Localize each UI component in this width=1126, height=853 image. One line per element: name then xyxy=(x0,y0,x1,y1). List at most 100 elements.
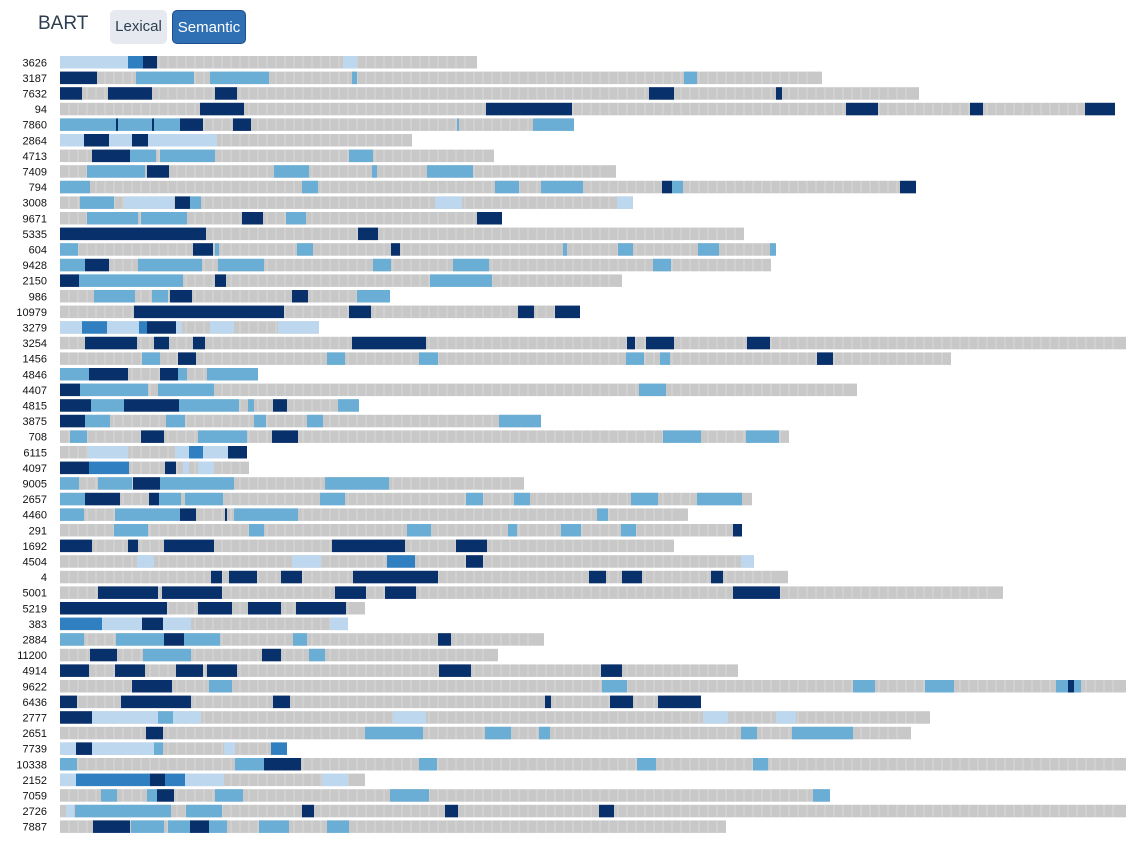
bar-segment[interactable] xyxy=(302,804,314,818)
bar-segment[interactable] xyxy=(92,742,104,755)
bar-segment[interactable] xyxy=(189,446,203,459)
bar-segment[interactable] xyxy=(164,633,184,646)
bar-segment[interactable] xyxy=(88,446,128,459)
bar-segment[interactable] xyxy=(104,742,154,755)
bar-segment[interactable] xyxy=(60,71,97,85)
bar-segment[interactable] xyxy=(132,134,148,147)
bar-segment[interactable] xyxy=(190,196,201,209)
bar-segment[interactable] xyxy=(185,773,224,787)
bar-segment[interactable] xyxy=(733,586,780,599)
bar-segment[interactable] xyxy=(160,368,178,381)
bar-segment[interactable] xyxy=(352,336,426,350)
bar-segment[interactable] xyxy=(697,492,742,506)
bar-segment[interactable] xyxy=(79,274,183,287)
bar-segment[interactable] xyxy=(352,71,357,85)
bar-segment[interactable] xyxy=(770,243,776,256)
bar-segment[interactable] xyxy=(271,742,287,755)
bar-segment[interactable] xyxy=(60,539,92,553)
bar-segment[interactable] xyxy=(273,695,290,709)
bar-segment[interactable] xyxy=(274,165,309,178)
bar-segment[interactable] xyxy=(741,555,754,568)
bar-segment[interactable] xyxy=(900,180,916,194)
bar-segment[interactable] xyxy=(349,149,373,163)
bar-segment[interactable] xyxy=(649,87,674,100)
bar-segment[interactable] xyxy=(149,492,159,506)
bar-segment[interactable] xyxy=(272,430,298,443)
bar-segment[interactable] xyxy=(166,414,185,428)
bar-segment[interactable] xyxy=(138,258,202,272)
bar-segment[interactable] xyxy=(178,352,196,365)
bar-segment[interactable] xyxy=(91,399,124,412)
bar-segment[interactable] xyxy=(148,134,160,147)
bar-segment[interactable] xyxy=(124,196,174,209)
bar-segment[interactable] xyxy=(215,87,237,100)
bar-segment[interactable] xyxy=(343,56,357,69)
bar-segment[interactable] xyxy=(198,430,247,443)
bar-segment[interactable] xyxy=(610,695,633,709)
bar-segment[interactable] xyxy=(776,87,782,100)
bar-segment[interactable] xyxy=(419,758,437,771)
bar-segment[interactable] xyxy=(92,711,158,724)
bar-segment[interactable] xyxy=(322,773,348,787)
bar-segment[interactable] xyxy=(60,227,206,241)
bar-segment[interactable] xyxy=(215,274,226,287)
bar-segment[interactable] xyxy=(154,742,163,755)
bar-segment[interactable] xyxy=(60,383,80,397)
bar-segment[interactable] xyxy=(335,586,366,599)
bar-segment[interactable] xyxy=(563,243,567,256)
bar-segment[interactable] xyxy=(159,492,181,506)
bar-segment[interactable] xyxy=(327,820,349,833)
bar-segment[interactable] xyxy=(85,414,110,428)
bar-segment[interactable] xyxy=(357,290,390,303)
bar-segment[interactable] xyxy=(741,726,757,740)
bar-segment[interactable] xyxy=(108,87,152,100)
bar-segment[interactable] xyxy=(224,742,235,755)
bar-segment[interactable] xyxy=(184,633,220,646)
bar-segment[interactable] xyxy=(66,804,74,818)
bar-segment[interactable] xyxy=(309,648,325,662)
bar-segment[interactable] xyxy=(141,212,187,225)
bar-segment[interactable] xyxy=(115,664,145,677)
bar-segment[interactable] xyxy=(92,149,130,163)
bar-segment[interactable] xyxy=(365,726,423,740)
bar-segment[interactable] xyxy=(143,56,157,69)
bar-segment[interactable] xyxy=(646,336,674,350)
bar-segment[interactable] xyxy=(439,664,471,677)
bar-segment[interactable] xyxy=(128,56,143,69)
bar-segment[interactable] xyxy=(372,165,377,178)
bar-segment[interactable] xyxy=(128,539,138,553)
bar-segment[interactable] xyxy=(94,290,135,303)
bar-segment[interactable] xyxy=(60,274,79,287)
bar-segment[interactable] xyxy=(98,477,132,490)
bar-segment[interactable] xyxy=(175,196,190,209)
bar-segment[interactable] xyxy=(60,633,84,646)
bar-segment[interactable] xyxy=(146,726,163,740)
bar-segment[interactable] xyxy=(637,758,656,771)
bar-segment[interactable] xyxy=(599,804,614,818)
bar-segment[interactable] xyxy=(327,352,345,365)
bar-segment[interactable] xyxy=(60,602,167,615)
bar-segment[interactable] xyxy=(134,305,284,319)
bar-segment[interactable] xyxy=(485,726,511,740)
bar-segment[interactable] xyxy=(545,695,551,709)
bar-segment[interactable] xyxy=(228,446,247,459)
bar-segment[interactable] xyxy=(85,492,120,506)
bar-segment[interactable] xyxy=(597,508,608,521)
bar-segment[interactable] xyxy=(158,383,214,397)
bar-segment[interactable] xyxy=(225,680,232,693)
bar-segment[interactable] xyxy=(210,321,234,334)
bar-segment[interactable] xyxy=(853,680,875,693)
bar-segment[interactable] xyxy=(60,87,82,100)
bar-segment[interactable] xyxy=(1074,680,1081,693)
bar-segment[interactable] xyxy=(430,274,492,287)
bar-segment[interactable] xyxy=(639,383,666,397)
bar-segment[interactable] xyxy=(179,399,239,412)
bar-segment[interactable] xyxy=(925,680,954,693)
bar-segment[interactable] xyxy=(115,508,180,521)
bar-segment[interactable] xyxy=(225,508,227,521)
bar-segment[interactable] xyxy=(85,336,137,350)
bar-segment[interactable] xyxy=(160,477,234,490)
bar-segment[interactable] xyxy=(626,352,644,365)
bar-segment[interactable] xyxy=(1056,680,1068,693)
bar-segment[interactable] xyxy=(486,102,572,116)
